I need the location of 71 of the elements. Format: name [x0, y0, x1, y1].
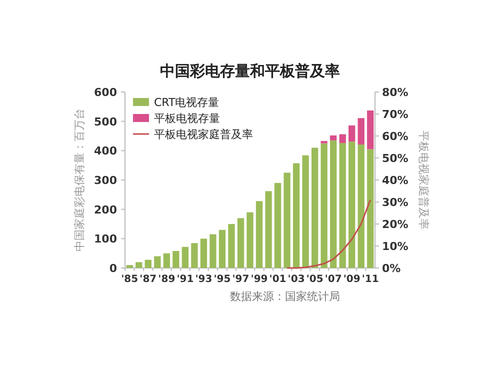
- y-axis-title: 中国家庭彩电保有量：百万台: [73, 108, 86, 252]
- bar: [367, 110, 374, 150]
- bar: [136, 262, 142, 268]
- bar: [218, 230, 226, 268]
- bar: [265, 191, 272, 268]
- bar: [172, 250, 180, 268]
- x-tick-label: '07: [324, 274, 342, 285]
- y-tick-label: 100: [94, 232, 118, 246]
- bar: [330, 135, 337, 140]
- bar: [302, 155, 309, 268]
- x-tick-label: '89: [158, 274, 176, 285]
- y2-tick-label: 20%: [382, 218, 408, 231]
- bar: [348, 125, 356, 142]
- bar: [237, 218, 244, 268]
- x-tick-label: '11: [362, 274, 379, 285]
- y-tick-label: 0: [109, 262, 118, 275]
- bar: [339, 134, 346, 144]
- bar: [367, 149, 374, 268]
- x-tick-label: '05: [306, 274, 324, 285]
- y2-axis-title: 平板电视家庭普及率: [417, 130, 430, 230]
- bar: [320, 140, 328, 144]
- x-tick-label: '85: [121, 274, 138, 285]
- legend-label: CRT电视存量: [154, 96, 220, 109]
- bar: [246, 212, 254, 268]
- bar: [348, 142, 356, 268]
- x-tick-label: '99: [250, 274, 268, 285]
- y2-tick-label: 10%: [382, 240, 408, 253]
- y-tick-label: 400: [94, 144, 118, 158]
- y-tick-label: 300: [94, 174, 118, 187]
- bar: [358, 118, 364, 145]
- bar: [154, 256, 161, 268]
- y2-tick-label: 50%: [382, 152, 408, 165]
- x-tick-label: '01: [269, 274, 286, 285]
- y2-tick-label: 0%: [382, 262, 401, 275]
- y2-tick-label: 80%: [382, 86, 408, 99]
- x-tick-label: '87: [140, 274, 157, 285]
- bar: [284, 172, 290, 268]
- bar: [358, 144, 364, 268]
- bar: [191, 243, 198, 268]
- bar: [311, 148, 318, 268]
- y2-tick-label: 60%: [382, 130, 408, 143]
- legend-label: 平板电视家庭普及率: [154, 128, 253, 141]
- line-series: [286, 199, 372, 269]
- bar: [330, 140, 337, 268]
- y2-tick-label: 70%: [382, 108, 408, 121]
- legend-label: 平板电视存量: [154, 112, 220, 125]
- y-tick-label: 500: [94, 115, 118, 128]
- x-tick-label: '91: [176, 274, 194, 285]
- bar: [182, 246, 189, 268]
- y2-tick-label: 40%: [382, 174, 408, 187]
- bar: [228, 224, 235, 268]
- bar: [144, 260, 152, 268]
- bar: [210, 234, 216, 268]
- y-tick-label: 600: [94, 86, 118, 99]
- y2-tick-label: 30%: [382, 196, 408, 209]
- bar: [126, 265, 133, 268]
- bar: [292, 163, 300, 268]
- x-tick-label: '93: [195, 274, 212, 285]
- bar: [320, 143, 328, 268]
- chart-title: 中国彩电存量和平板普及率: [160, 62, 340, 80]
- bar: [200, 238, 208, 268]
- x-tick-label: '03: [288, 274, 305, 285]
- x-tick-label: '95: [214, 274, 231, 285]
- bar: [256, 201, 263, 268]
- x-tick-label: '09: [343, 274, 360, 285]
- source-note: 数据来源：国家统计局: [230, 290, 340, 303]
- bar: [274, 182, 282, 268]
- bar: [163, 253, 170, 268]
- y-tick-label: 200: [94, 203, 118, 216]
- bar: [339, 143, 346, 268]
- x-tick-label: '97: [232, 274, 250, 285]
